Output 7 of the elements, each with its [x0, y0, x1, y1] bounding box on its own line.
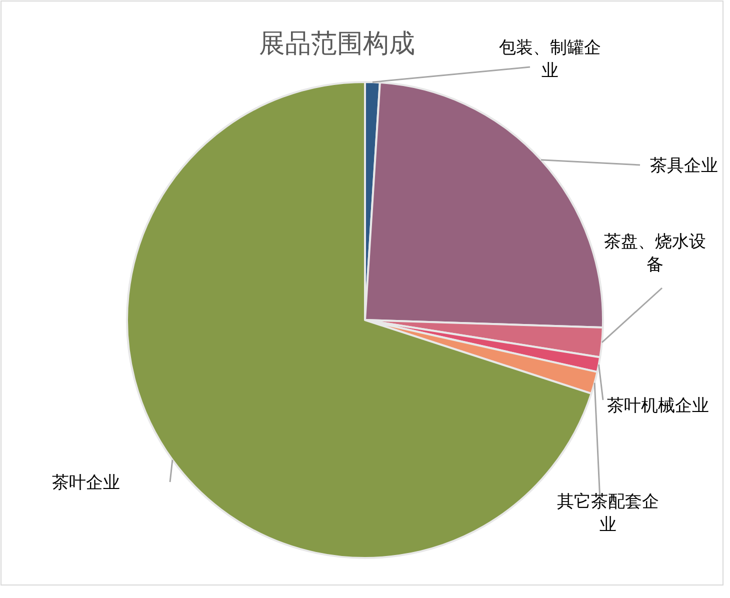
slice-label: 包装、制罐企业 — [499, 38, 601, 81]
slice-label: 茶具企业 — [650, 156, 718, 176]
slice-label: 茶叶企业 — [52, 473, 120, 493]
slice-label: 其它茶配套企业 — [557, 492, 659, 535]
slice-label: 茶叶机械企业 — [607, 396, 709, 416]
slice-label: 茶盘、烧水设备 — [604, 232, 706, 275]
chart-title: 展品范围构成 — [259, 29, 415, 59]
